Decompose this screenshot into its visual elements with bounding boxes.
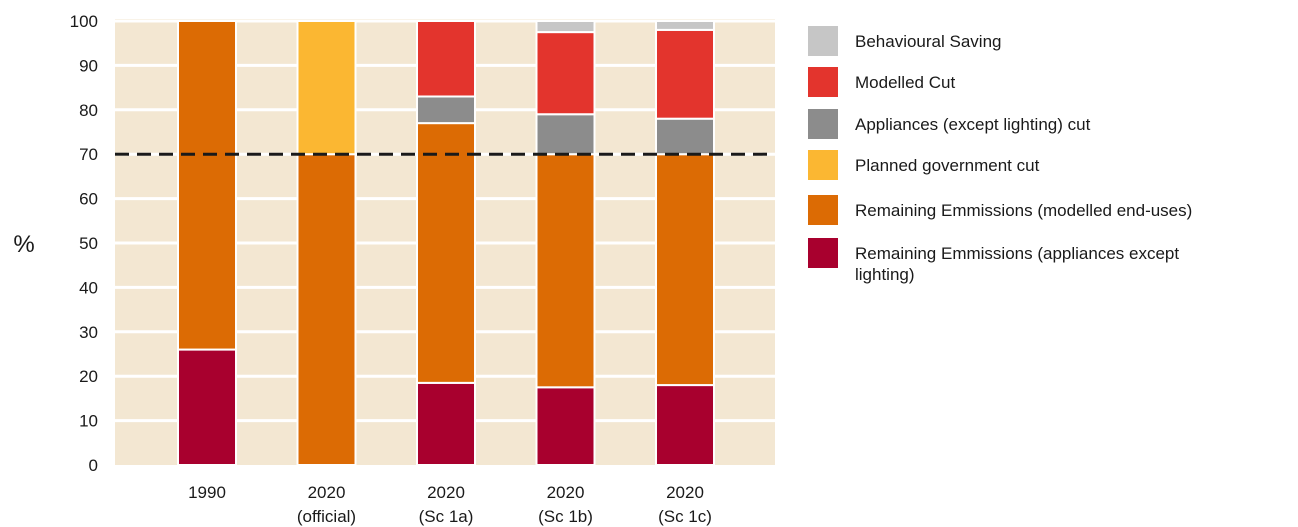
bars	[177, 20, 715, 466]
y-tick-label: 60	[79, 190, 98, 209]
legend-swatch	[808, 26, 838, 56]
y-tick-label: 70	[79, 145, 98, 164]
legend-swatch	[808, 195, 838, 225]
legend-label: Remaining Emmissions (modelled end-uses)	[855, 201, 1192, 220]
y-tick-label: 10	[79, 412, 98, 431]
y-tick-label: 30	[79, 323, 98, 342]
bar-segment	[535, 20, 596, 34]
legend-swatch	[808, 238, 838, 268]
y-tick-label: 100	[70, 12, 98, 31]
bar-segment	[535, 153, 596, 389]
x-category-label: 2020	[308, 483, 346, 502]
legend-swatch	[808, 67, 838, 97]
bar-segment	[535, 113, 596, 156]
x-category-sublabel: (Sc 1c)	[658, 507, 712, 526]
y-tick-label: 50	[79, 234, 98, 253]
bar-segment	[296, 20, 357, 156]
y-tick-label: 80	[79, 101, 98, 120]
legend-swatch	[808, 109, 838, 139]
x-category-label: 2020	[666, 483, 704, 502]
x-category-label: 2020	[547, 483, 585, 502]
y-tick-label: 0	[89, 456, 98, 475]
x-category-sublabel: (official)	[297, 507, 356, 526]
legend-label: Behavioural Saving	[855, 32, 1001, 51]
legend-label: Appliances (except lighting) cut	[855, 115, 1091, 134]
x-category-sublabel: (Sc 1b)	[538, 507, 593, 526]
legend: Behavioural Saving Modelled Cut Appliances…	[808, 26, 1192, 284]
bar-segment	[535, 386, 596, 466]
bar-segment	[416, 381, 476, 466]
bar-segment	[296, 153, 357, 466]
y-axis-label: %	[13, 231, 34, 258]
y-tick-label: 40	[79, 278, 98, 297]
legend-label: Remaining Emmissions (appliances except l…	[855, 244, 1179, 284]
bar-segment	[177, 348, 237, 466]
x-category-label: 1990	[188, 483, 226, 502]
x-category-label: 2020	[427, 483, 465, 502]
bar-segment	[416, 20, 476, 98]
bar-segment	[655, 153, 715, 387]
y-tick-label: 90	[79, 56, 98, 75]
legend-label: Modelled Cut	[855, 73, 955, 92]
y-axis-ticks: 0 10 20 30 40 50 60 70 80 90 100	[70, 12, 98, 475]
x-category-sublabel: (Sc 1a)	[419, 507, 474, 526]
legend-label: Planned government cut	[855, 156, 1040, 175]
bar-segment	[655, 20, 715, 31]
bar-segment	[177, 20, 237, 351]
bar-segment	[535, 31, 596, 116]
bar-segment	[416, 122, 476, 384]
bar-segment	[655, 384, 715, 466]
x-axis-categories: 1990 2020 (official) 2020 (Sc 1a) 2020 (Sc 1b)…	[188, 483, 712, 526]
bar-segment	[416, 95, 476, 125]
bar-segment	[655, 28, 715, 120]
legend-swatch	[808, 150, 838, 180]
bar-segment	[655, 117, 715, 156]
y-tick-label: 20	[79, 367, 98, 386]
